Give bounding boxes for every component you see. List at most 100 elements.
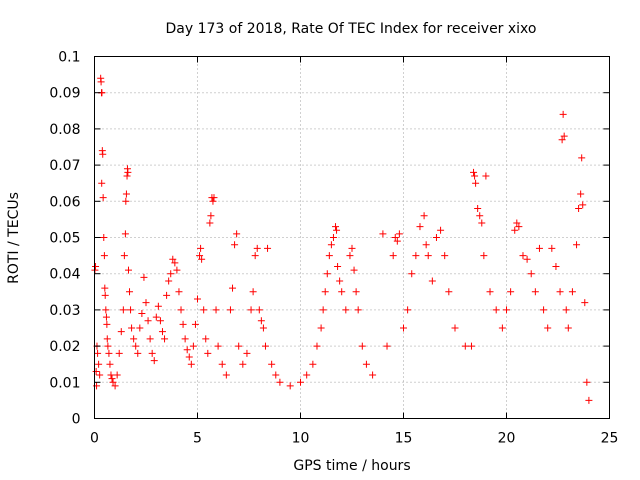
data-point [259, 324, 267, 332]
data-point [109, 378, 117, 386]
data-point [161, 335, 169, 343]
data-point [100, 234, 108, 241]
data-point [156, 317, 164, 325]
data-point [226, 306, 234, 314]
data-point [535, 244, 543, 252]
data-point [117, 328, 125, 336]
data-point [556, 288, 564, 296]
x-axis: 0 5 10 15 20 25 [90, 56, 619, 447]
data-point [136, 324, 144, 332]
data-point [400, 324, 407, 332]
data-point [123, 172, 131, 180]
data-point [189, 342, 197, 350]
data-point [165, 277, 173, 285]
data-point [98, 179, 106, 187]
data-point [261, 342, 269, 350]
data-point [207, 212, 215, 220]
data-point [395, 230, 403, 238]
data-point [428, 277, 436, 285]
data-point [420, 212, 428, 220]
data-point [548, 244, 556, 252]
data-point [167, 270, 175, 278]
data-point [519, 252, 527, 260]
data-point [379, 230, 387, 238]
data-point [103, 320, 111, 328]
data-point [113, 371, 121, 379]
data-point [391, 234, 399, 241]
data-point [212, 306, 220, 314]
data-point [581, 299, 589, 307]
data-point [187, 360, 195, 368]
data-point [461, 342, 469, 350]
data-point [249, 288, 257, 296]
data-point [95, 360, 103, 368]
x-tick-label: 20 [498, 431, 516, 447]
data-point [531, 288, 539, 296]
data-point [169, 255, 177, 263]
data-point [404, 306, 412, 314]
data-point [560, 132, 568, 140]
y-axis-label: ROTI / TECUs [6, 192, 22, 284]
y-tick-label: 0.07 [49, 158, 80, 174]
data-point [127, 306, 135, 314]
y-tick-label: 0.09 [49, 86, 80, 102]
data-point [101, 284, 109, 292]
data-point [412, 252, 420, 260]
data-point [183, 346, 191, 354]
data-point [124, 168, 132, 176]
data-point [154, 302, 162, 310]
data-point [564, 324, 572, 332]
data-point [408, 270, 416, 278]
data-point [286, 382, 294, 390]
data-point [152, 313, 160, 321]
data-point [327, 241, 335, 249]
data-point [309, 360, 317, 368]
data-point [122, 197, 130, 205]
y-tick-label: 0.06 [49, 194, 80, 210]
plot-frame [94, 56, 610, 419]
data-point [251, 252, 259, 260]
chart-title: Day 173 of 2018, Rate Of TEC Index for r… [166, 21, 537, 37]
x-tick-label: 25 [601, 431, 619, 447]
data-point [128, 324, 136, 332]
data-point [204, 349, 212, 357]
data-point [102, 313, 110, 321]
x-tick-label: 0 [90, 431, 99, 447]
data-point [231, 241, 239, 249]
data-point [354, 306, 362, 314]
data-point [342, 306, 350, 314]
data-point [124, 266, 132, 274]
data-point [523, 255, 531, 263]
data-point [480, 252, 488, 260]
data-point [476, 212, 484, 220]
data-point [191, 320, 199, 328]
data-point [276, 378, 284, 386]
data-point [96, 371, 104, 379]
data-point [573, 241, 581, 249]
data-point [264, 244, 272, 252]
data-point [198, 255, 206, 263]
data-point [126, 288, 134, 296]
data-point [105, 349, 113, 357]
y-tick-label: 0 [72, 412, 81, 428]
data-point [393, 237, 401, 245]
data-point [338, 288, 346, 296]
data-point [325, 252, 333, 260]
data-point [317, 324, 325, 332]
data-point [486, 288, 494, 296]
data-point [175, 288, 183, 296]
data-point [173, 266, 181, 274]
data-point [108, 375, 116, 383]
data-point [321, 288, 329, 296]
y-tick-label: 0.08 [49, 122, 80, 138]
data-point [348, 244, 356, 252]
data-points [91, 74, 593, 404]
data-point [268, 360, 276, 368]
data-point [579, 201, 587, 209]
y-tick-label: 0.05 [49, 231, 80, 247]
y-axis: 0 0.01 0.02 0.03 0.04 0.05 0.06 0.07 0.08 0.09 0.1 [49, 50, 610, 428]
y-tick-label: 0.02 [49, 339, 80, 355]
data-point [323, 270, 331, 278]
x-tick-label: 10 [292, 431, 310, 447]
data-point [103, 335, 111, 343]
